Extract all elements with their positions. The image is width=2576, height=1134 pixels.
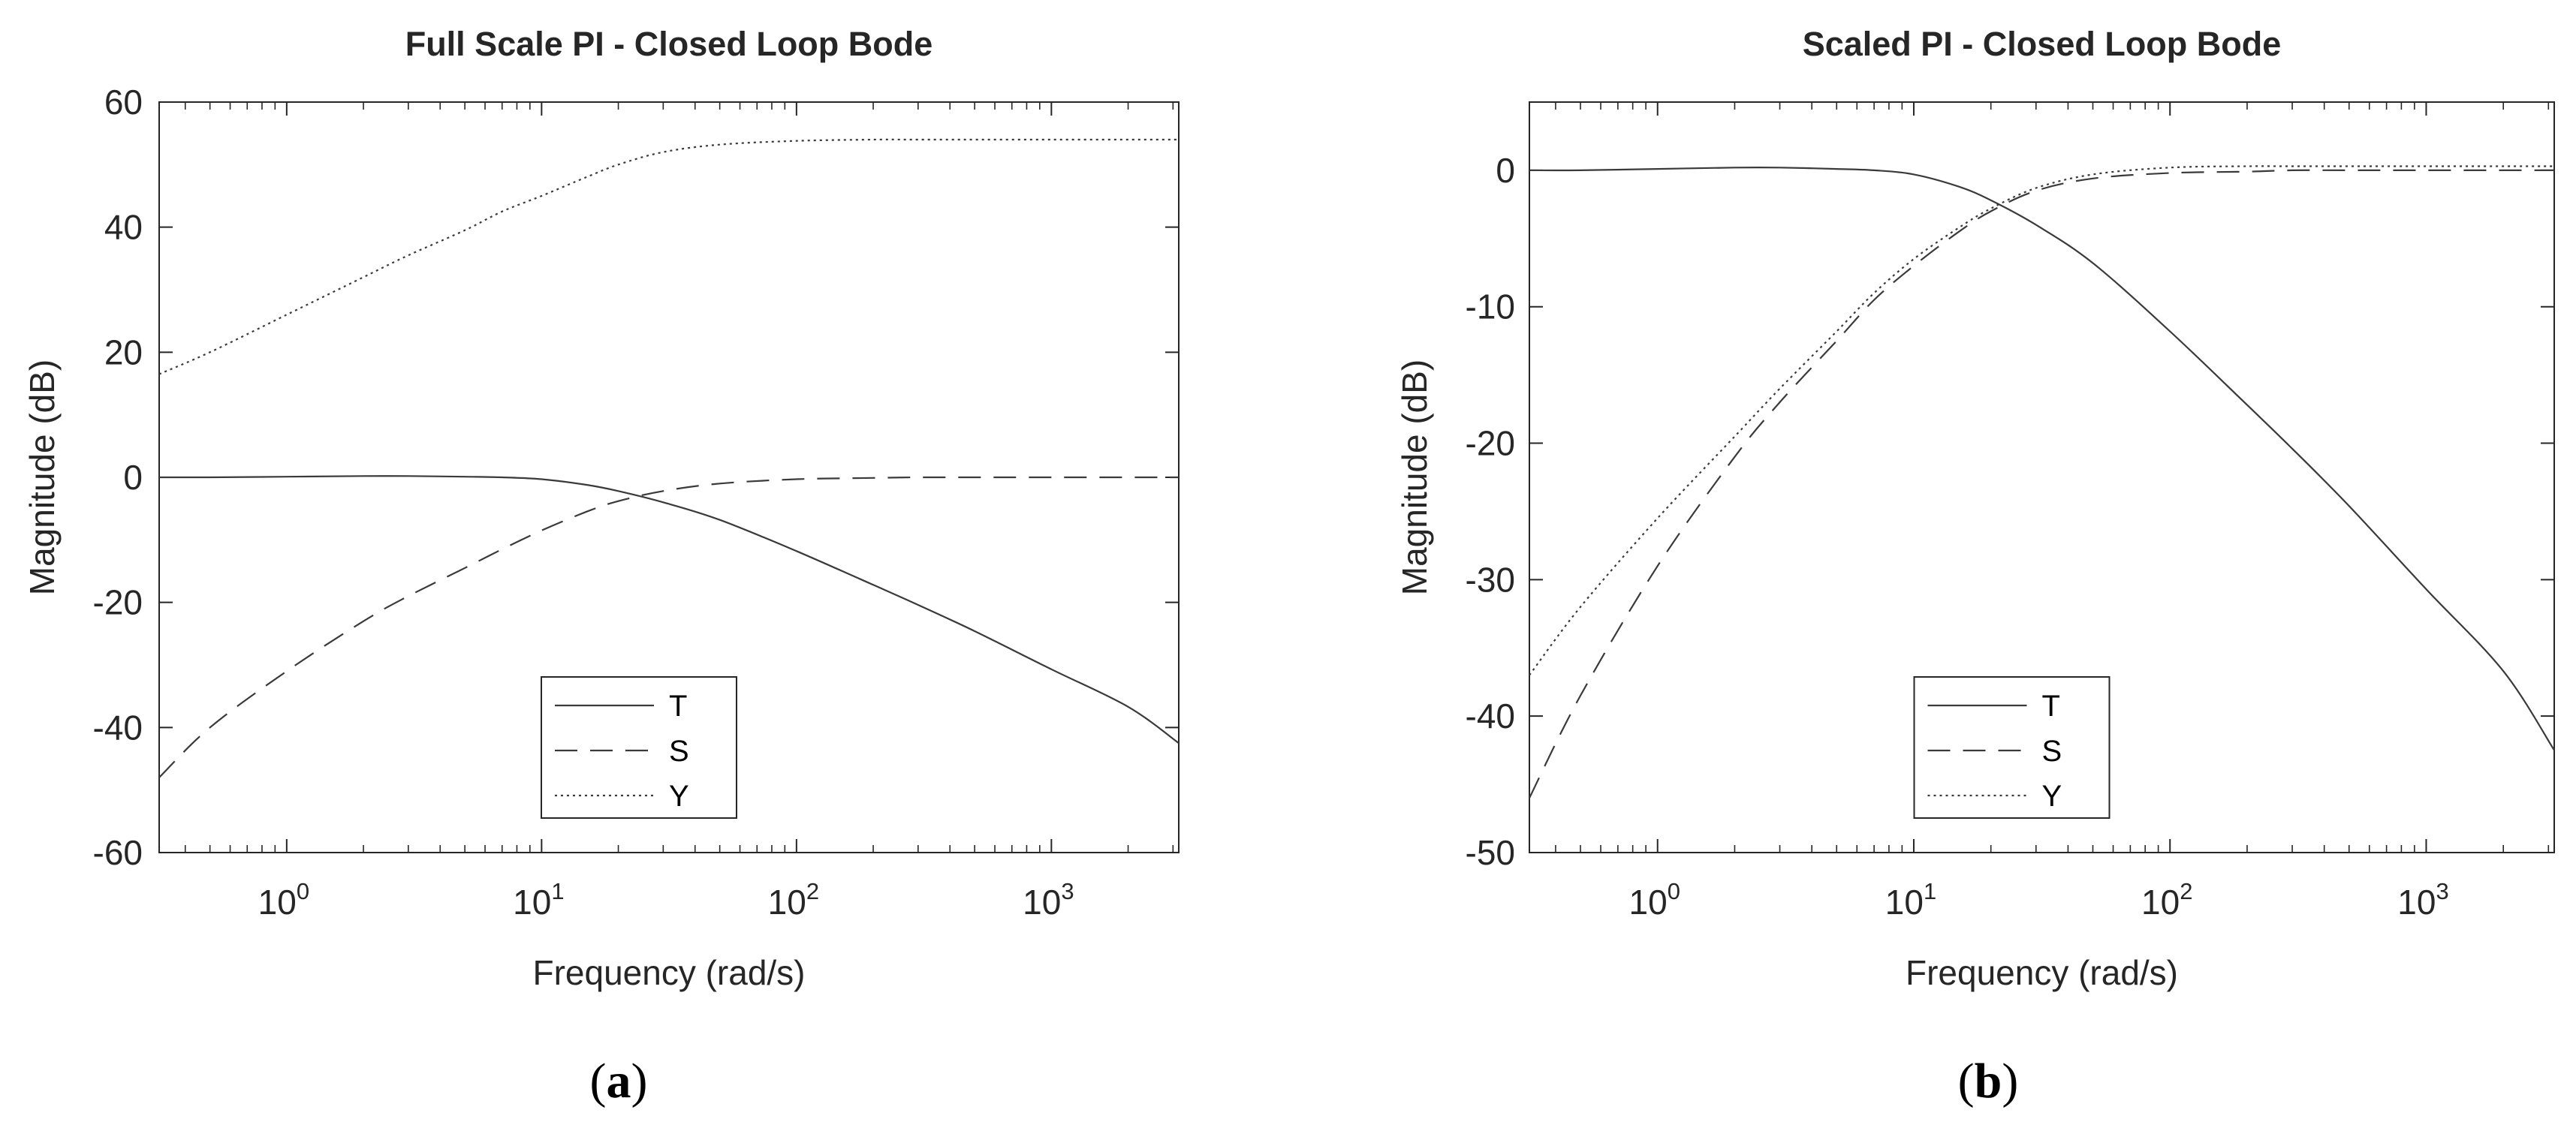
x-tick-label: 103 xyxy=(2397,878,2448,922)
x-tick-exponent: 0 xyxy=(297,878,309,904)
x-tick-base: 10 xyxy=(1023,883,1061,922)
x-tick-exponent: 0 xyxy=(1668,878,1680,904)
x-tick-exponent: 2 xyxy=(806,878,819,904)
y-tick-label: 60 xyxy=(104,83,143,122)
x-tick-label: 102 xyxy=(768,878,819,922)
legend-box xyxy=(1913,676,2111,819)
x-tick-base: 10 xyxy=(768,883,806,922)
subfigure-label: (a) xyxy=(590,1054,648,1108)
x-axis-label: Frequency (rad/s) xyxy=(1906,953,2178,992)
y-tick-label: -10 xyxy=(1466,287,1515,326)
y-tick-label: 0 xyxy=(1496,151,1515,190)
x-tick-label: 101 xyxy=(513,878,564,922)
legend: TSY xyxy=(1913,676,2111,819)
chart-panel-b: Scaled PI - Closed Loop Bode 0 -10 -20 -30 -4… xyxy=(1395,25,2555,1108)
x-tick-label: 103 xyxy=(1023,878,1074,922)
subfigure-label: (b) xyxy=(1958,1054,2019,1108)
series-line-T xyxy=(1529,166,2554,751)
y-axis-label: Magnitude (dB) xyxy=(23,359,62,596)
chart-panel-a: Full Scale PI - Closed Loop Bode6040200-… xyxy=(23,25,1180,1108)
legend: TSY xyxy=(541,676,737,819)
chart-title: Full Scale PI - Closed Loop Bode xyxy=(405,25,933,63)
x-tick-exponent: 2 xyxy=(2180,878,2192,904)
series-line-T xyxy=(159,475,1179,744)
y-tick-label: -50 xyxy=(1466,833,1515,872)
legend-label-S: S xyxy=(669,735,689,768)
x-tick-exponent: 3 xyxy=(1061,878,1074,904)
legend-label-Y: Y xyxy=(669,780,689,813)
y-tick-label: -40 xyxy=(93,708,143,747)
x-tick-label: 101 xyxy=(1885,878,1936,922)
x-tick-label: 102 xyxy=(2141,878,2192,922)
subfigure-label-open: ( xyxy=(1958,1054,1975,1108)
y-tick-label: -60 xyxy=(93,833,143,872)
x-tick-base: 10 xyxy=(513,883,551,922)
y-tick-label: -40 xyxy=(1466,696,1515,735)
x-tick-base: 10 xyxy=(1629,883,1668,922)
y-axis-label: Magnitude (dB) xyxy=(1395,359,1434,596)
subfigure-label-close: ) xyxy=(631,1054,648,1108)
y-tick-label: 0 xyxy=(123,458,143,497)
series-line-S xyxy=(159,476,1179,778)
series-line-Y xyxy=(1529,165,2554,676)
legend-label-S: S xyxy=(2042,735,2062,768)
series-line-Y xyxy=(159,138,1179,375)
x-tick-label: 100 xyxy=(258,878,309,922)
legend-label-T: T xyxy=(669,690,687,723)
subfigure-label-open: ( xyxy=(590,1054,607,1108)
y-tick-label: -30 xyxy=(1466,560,1515,599)
x-tick-label: 100 xyxy=(1629,878,1680,922)
chart-title: Scaled PI - Closed Loop Bode xyxy=(1803,25,2282,63)
series-line-S xyxy=(1529,169,2554,799)
x-tick-base: 10 xyxy=(2397,883,2436,922)
x-tick-exponent: 3 xyxy=(2436,878,2448,904)
x-tick-base: 10 xyxy=(1885,883,1924,922)
x-tick-base: 10 xyxy=(2141,883,2180,922)
subfigure-label-letter: b xyxy=(1975,1054,2002,1108)
legend-label-T: T xyxy=(2042,690,2060,723)
x-axis-label: Frequency (rad/s) xyxy=(532,953,805,992)
y-tick-label: -20 xyxy=(1466,424,1515,463)
x-tick-exponent: 1 xyxy=(1924,878,1936,904)
legend-label-Y: Y xyxy=(2042,780,2062,813)
y-tick-label: 40 xyxy=(104,208,143,247)
x-tick-base: 10 xyxy=(258,883,297,922)
y-tick-label: -20 xyxy=(93,583,143,622)
subfigure-label-close: ) xyxy=(2002,1054,2018,1108)
axes-box xyxy=(1529,101,2555,853)
y-tick-label: 20 xyxy=(104,332,143,371)
subfigure-label-letter: a xyxy=(607,1054,631,1108)
x-tick-exponent: 1 xyxy=(551,878,564,904)
legend-box xyxy=(541,676,737,819)
